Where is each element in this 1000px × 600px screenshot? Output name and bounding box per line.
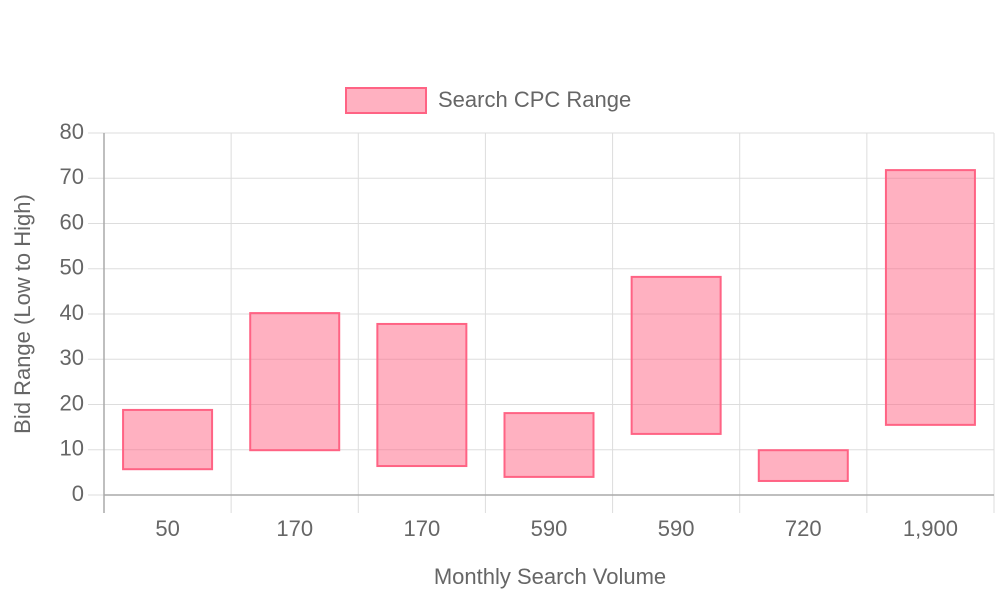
bar: [249, 312, 341, 452]
legend-label: Search CPC Range: [438, 87, 631, 112]
x-tick-label: 50: [155, 516, 179, 541]
x-tick-label: 590: [531, 516, 568, 541]
x-tick-label: 170: [276, 516, 313, 541]
y-tick-label: 80: [60, 119, 84, 144]
y-axis-title: Bid Range (Low to High): [10, 194, 35, 434]
y-tick-label: 40: [60, 300, 84, 325]
bar: [122, 408, 214, 471]
y-tick-label: 50: [60, 255, 84, 280]
x-tick-label: 170: [403, 516, 440, 541]
bar: [630, 275, 722, 435]
x-tick-label: 1,900: [903, 516, 958, 541]
legend-swatch: [345, 87, 427, 114]
bar: [884, 169, 976, 426]
y-tick-label: 20: [60, 390, 84, 415]
x-tick-label: 590: [658, 516, 695, 541]
x-tick-label: 720: [785, 516, 822, 541]
y-tick-label: 10: [60, 436, 84, 461]
y-tick-label: 70: [60, 164, 84, 189]
y-tick-label: 0: [72, 481, 84, 506]
y-tick-label: 60: [60, 209, 84, 234]
y-tick-label: 30: [60, 345, 84, 370]
bar: [503, 412, 595, 478]
bar: [376, 322, 468, 468]
bar: [757, 449, 849, 482]
x-axis-title: Monthly Search Volume: [434, 564, 666, 589]
